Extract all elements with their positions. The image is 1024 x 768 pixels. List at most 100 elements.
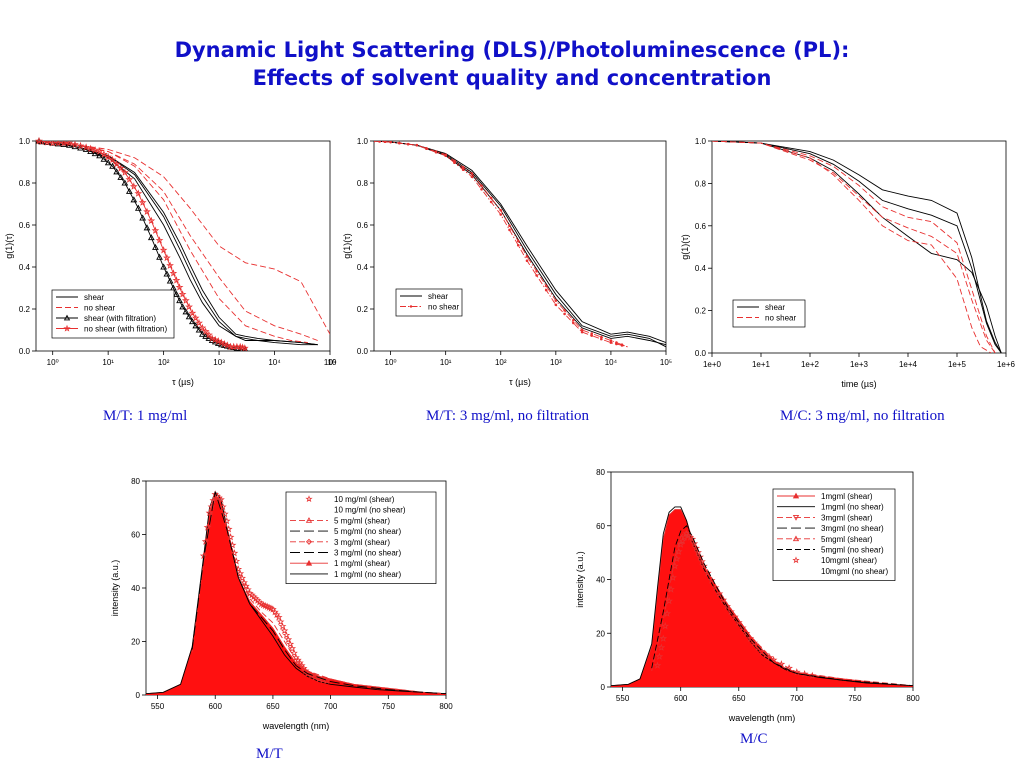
legend-label: 3 mg/ml (no shear) [334, 549, 401, 558]
legend-label: 10mgml (no shear) [821, 567, 888, 576]
legend-label: 1mgml (no shear) [821, 503, 884, 512]
series-marker [65, 141, 74, 147]
series-marker [703, 569, 712, 577]
legend: 10 mg/ml (shear)10 mg/ml (no shear)5 mg/… [285, 491, 437, 584]
series-marker [461, 165, 465, 169]
series-marker [211, 335, 220, 344]
y-tick-label: 0.8 [695, 179, 707, 188]
x-tick-label: 10³ [213, 358, 225, 367]
series-marker [155, 236, 164, 244]
legend-label: 1 mg/ml (shear) [334, 559, 390, 568]
x-tick-label: 10⁴ [605, 358, 618, 367]
series-marker [590, 334, 594, 337]
series-marker [202, 332, 210, 339]
series-marker [282, 631, 291, 639]
series-marker [113, 168, 121, 175]
series-marker [240, 578, 248, 586]
series-marker [669, 573, 677, 581]
legend-box [51, 289, 175, 339]
series-marker [182, 308, 190, 315]
legend-label: 5mgml (shear) [821, 535, 873, 544]
series-marker [696, 552, 704, 561]
legend-label: 3mgml (shear) [821, 513, 873, 522]
legend-box [772, 488, 896, 581]
y-tick-label: 0.4 [357, 263, 369, 272]
series-marker [173, 290, 180, 297]
series-marker [480, 188, 483, 191]
series-marker [276, 617, 285, 626]
x-axis-label: τ (µs) [172, 377, 194, 387]
x-tick-label: 700 [790, 694, 804, 703]
series-marker [112, 159, 121, 168]
series-marker [434, 150, 438, 153]
y-tick-label: 20 [131, 638, 140, 647]
series-marker [516, 244, 520, 247]
plot-frame [373, 140, 667, 352]
series-marker [508, 228, 511, 232]
y-tick-label: 60 [131, 531, 140, 540]
series-marker [108, 155, 117, 164]
series-marker [671, 562, 679, 570]
x-tick-label: 10⁰ [385, 358, 397, 367]
y-tick-label: 80 [131, 477, 140, 486]
y-tick-label: 0.6 [19, 221, 31, 230]
y-tick-label: 0 [136, 691, 141, 700]
x-tick-label: 650 [266, 702, 280, 711]
series-marker [163, 270, 171, 277]
series-marker [244, 585, 252, 594]
series-group [611, 506, 913, 687]
series-line-4 [651, 525, 913, 687]
x-tick-label: 10⁰ [47, 358, 59, 367]
series-marker [290, 649, 298, 657]
series-marker [143, 224, 151, 231]
series-marker [711, 583, 720, 591]
legend-label: no shear (with filtration) [84, 325, 167, 334]
x-axis-label: τ (µs) [509, 377, 531, 387]
x-tick-label: 600 [209, 702, 223, 711]
series-marker [700, 562, 708, 570]
series-marker [698, 557, 706, 565]
series-line-6 [36, 141, 248, 350]
plot-frame [35, 140, 331, 352]
caption-dls-mt-1: M/T: 1 mg/ml [103, 408, 188, 424]
series-marker [554, 303, 558, 307]
legend-label: shear (with filtration) [84, 314, 156, 323]
slide-title: Dynamic Light Scattering (DLS)/Photolumi… [0, 36, 1024, 92]
series-line-5 [712, 141, 992, 353]
series-marker [214, 337, 223, 345]
series-marker [219, 502, 227, 511]
series-marker [715, 589, 724, 598]
series-marker [104, 159, 112, 166]
series-marker [139, 214, 147, 221]
legend-swatch-marker [63, 324, 71, 332]
legend-label: shear [84, 293, 104, 302]
series-marker [398, 141, 401, 145]
series-marker [723, 602, 732, 610]
series-marker [59, 141, 68, 147]
y-tick-label: 40 [131, 584, 140, 593]
series-marker [280, 626, 289, 635]
series-marker [758, 648, 766, 656]
series-marker [453, 159, 456, 163]
series-fill-0 [146, 494, 446, 695]
series-marker [659, 634, 668, 642]
series-marker [590, 332, 594, 335]
legend-swatch-marker [792, 515, 800, 521]
series-marker [175, 283, 184, 291]
series-marker [166, 261, 174, 269]
series-marker [580, 330, 584, 334]
series-marker [86, 144, 95, 152]
series-marker [240, 344, 249, 351]
series-marker [156, 253, 163, 260]
x-tick-label: 600 [674, 694, 688, 703]
series-marker [163, 253, 171, 262]
series-marker [147, 234, 155, 241]
series-marker [178, 290, 187, 298]
series-marker [217, 495, 225, 503]
x-tick-label: 1e+0 [703, 360, 722, 369]
series-marker [116, 164, 125, 172]
series-marker [120, 168, 129, 176]
x-tick-label: 800 [439, 702, 453, 711]
legend-label: 10mgml (shear) [821, 556, 877, 565]
